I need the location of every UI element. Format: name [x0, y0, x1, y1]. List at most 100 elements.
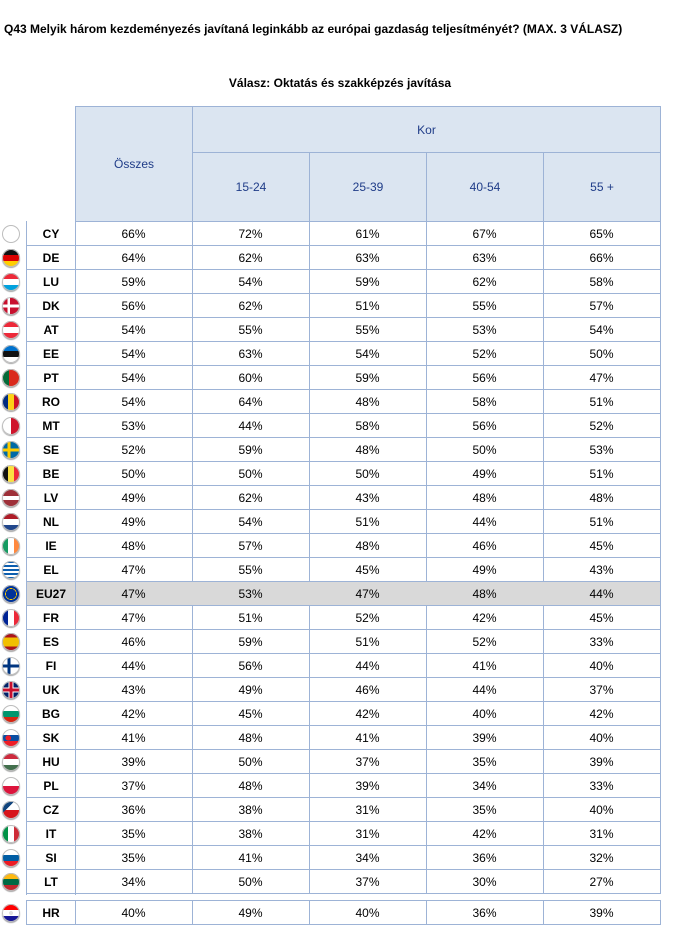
cell-total: 66% [75, 222, 193, 246]
cell-age-25-39: 51% [309, 510, 427, 534]
table-row: EL 47% 55% 45% 49% 43% [0, 558, 680, 582]
header-age-group: Kor [192, 106, 661, 153]
cell-total: 39% [75, 750, 193, 774]
cell-age-15-24: 62% [192, 294, 310, 318]
cell-age-40-54: 44% [426, 510, 544, 534]
country-code: LU [26, 270, 76, 294]
cell-age-15-24: 48% [192, 774, 310, 798]
table-row: MT 53% 44% 58% 56% 52% [0, 414, 680, 438]
table-row: NL 49% 54% 51% 44% 51% [0, 510, 680, 534]
flag-finland-icon [2, 657, 20, 675]
cell-age-15-24: 54% [192, 510, 310, 534]
cell-age-40-54: 39% [426, 726, 544, 750]
cell-age-40-54: 42% [426, 606, 544, 630]
cell-age-55plus: 52% [543, 414, 661, 438]
country-code: EU27 [26, 582, 76, 606]
cell-age-25-39: 41% [309, 726, 427, 750]
cell-age-40-54: 48% [426, 486, 544, 510]
cell-age-55plus: 54% [543, 318, 661, 342]
flag-france-icon [2, 609, 20, 627]
cell-age-25-39: 39% [309, 774, 427, 798]
cell-age-15-24: 51% [192, 606, 310, 630]
cell-age-40-54: 42% [426, 822, 544, 846]
cell-age-55plus: 43% [543, 558, 661, 582]
country-code: UK [26, 678, 76, 702]
cell-age-15-24: 57% [192, 534, 310, 558]
cell-age-40-54: 48% [426, 582, 544, 606]
table-row: PT 54% 60% 59% 56% 47% [0, 366, 680, 390]
cell-age-15-24: 48% [192, 726, 310, 750]
cell-age-55plus: 33% [543, 774, 661, 798]
cell-age-40-54: 67% [426, 222, 544, 246]
country-code: LV [26, 486, 76, 510]
country-code: HU [26, 750, 76, 774]
cell-age-15-24: 62% [192, 486, 310, 510]
cell-age-25-39: 52% [309, 606, 427, 630]
cell-total: 44% [75, 654, 193, 678]
cell-age-55plus: 50% [543, 342, 661, 366]
country-code: SI [26, 846, 76, 870]
cell-age-15-24: 50% [192, 462, 310, 486]
cell-total: 46% [75, 630, 193, 654]
cell-total: 64% [75, 246, 193, 270]
table-row: RO 54% 64% 48% 58% 51% [0, 390, 680, 414]
cell-age-40-54: 52% [426, 342, 544, 366]
country-code: SE [26, 438, 76, 462]
flag-belgium-icon [2, 465, 20, 483]
cell-total: 36% [75, 798, 193, 822]
table-row: SK 41% 48% 41% 39% 40% [0, 726, 680, 750]
flag-uk-icon [2, 681, 20, 699]
cell-total: 42% [75, 702, 193, 726]
cell-age-40-54: 62% [426, 270, 544, 294]
flag-netherlands-icon [2, 513, 20, 531]
cell-age-40-54: 53% [426, 318, 544, 342]
cell-age-40-54: 35% [426, 798, 544, 822]
header-age-55-plus: 55 + [543, 152, 661, 222]
cell-age-55plus: 65% [543, 222, 661, 246]
cell-age-55plus: 45% [543, 534, 661, 558]
table-row: FR 47% 51% 52% 42% 45% [0, 606, 680, 630]
country-code: HR [26, 901, 76, 925]
cell-age-15-24: 50% [192, 750, 310, 774]
cell-age-25-39: 44% [309, 654, 427, 678]
cell-age-55plus: 47% [543, 366, 661, 390]
cell-total: 47% [75, 558, 193, 582]
cell-age-40-54: 49% [426, 558, 544, 582]
cell-total: 52% [75, 438, 193, 462]
cell-age-40-54: 49% [426, 462, 544, 486]
header-age-25-39: 25-39 [309, 152, 427, 222]
cell-age-15-24: 64% [192, 390, 310, 414]
cell-total: 47% [75, 606, 193, 630]
table-row: IE 48% 57% 48% 46% 45% [0, 534, 680, 558]
cell-age-40-54: 50% [426, 438, 544, 462]
table-row: IT 35% 38% 31% 42% 31% [0, 822, 680, 846]
cell-total: 35% [75, 822, 193, 846]
cell-age-55plus: 39% [543, 750, 661, 774]
cell-age-15-24: 49% [192, 901, 310, 925]
flag-slovakia-icon [2, 729, 20, 747]
header-age-label: 40-54 [469, 180, 501, 194]
cell-age-15-24: 72% [192, 222, 310, 246]
cell-age-25-39: 37% [309, 870, 427, 894]
flag-poland-icon [2, 777, 20, 795]
header-age-label: 25-39 [352, 180, 384, 194]
cell-total: 50% [75, 462, 193, 486]
table-row: HR 40% 49% 40% 36% 39% [0, 901, 680, 925]
cell-age-55plus: 40% [543, 798, 661, 822]
flag-czechia-icon [2, 801, 20, 819]
flag-slovenia-icon [2, 849, 20, 867]
cell-age-15-24: 59% [192, 438, 310, 462]
header-age-label: Kor [417, 122, 436, 137]
table-row: CZ 36% 38% 31% 35% 40% [0, 798, 680, 822]
cell-age-25-39: 34% [309, 846, 427, 870]
flag-lithuania-icon [2, 873, 20, 891]
table-row: HU 39% 50% 37% 35% 39% [0, 750, 680, 774]
cell-age-40-54: 46% [426, 534, 544, 558]
table-row: UK 43% 49% 46% 44% 37% [0, 678, 680, 702]
cell-age-25-39: 59% [309, 270, 427, 294]
table-row: DK 56% 62% 51% 55% 57% [0, 294, 680, 318]
cell-total: 47% [75, 582, 193, 606]
cell-age-25-39: 51% [309, 630, 427, 654]
country-code: RO [26, 390, 76, 414]
country-code: CZ [26, 798, 76, 822]
